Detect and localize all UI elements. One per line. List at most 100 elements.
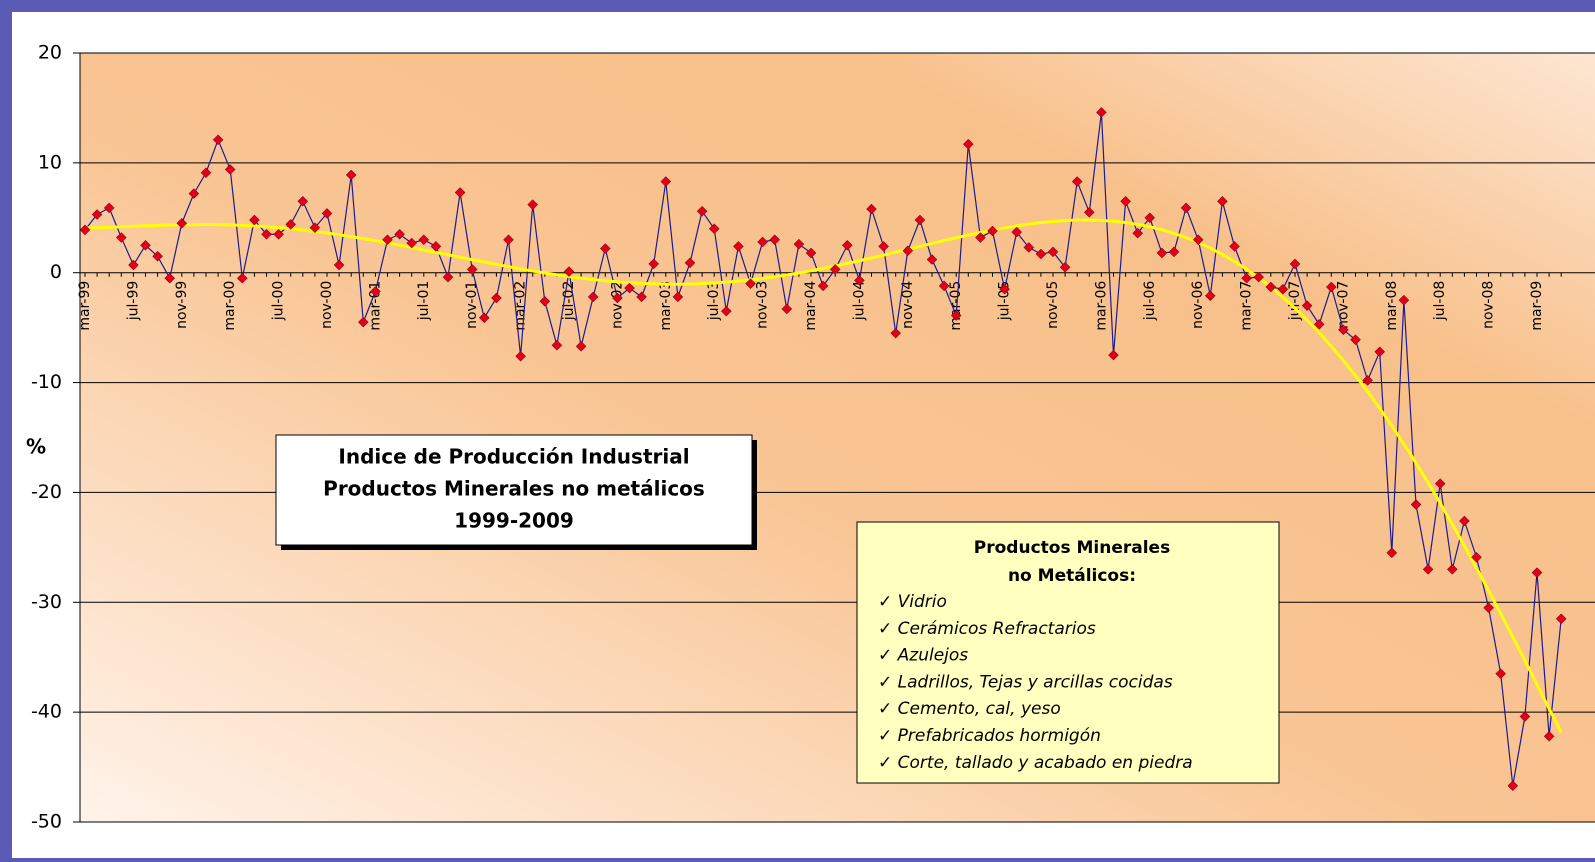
- y-tick-label: 10: [38, 151, 62, 173]
- chart-title: Productos Minerales no metálicos: [323, 477, 705, 501]
- marker: [805, 247, 817, 259]
- marker: [103, 202, 115, 214]
- marker: [1253, 271, 1265, 283]
- x-tick-label: jul-99: [125, 281, 141, 322]
- marker: [442, 271, 454, 283]
- marker: [527, 199, 539, 210]
- x-tick-label: nov-01: [464, 281, 480, 329]
- marker: [1507, 780, 1519, 792]
- x-tick-label: jul-02: [561, 281, 577, 322]
- marker: [212, 134, 224, 146]
- marker: [91, 209, 103, 220]
- notes-heading: Productos Minerales: [974, 538, 1170, 558]
- x-tick-label: nov-00: [319, 281, 335, 329]
- y-tick-label: -10: [31, 371, 62, 393]
- marker: [551, 339, 563, 351]
- marker: [829, 264, 841, 275]
- x-tick-label: mar-04: [803, 281, 819, 331]
- marker: [902, 245, 914, 257]
- marker: [648, 258, 660, 270]
- notes-item: ✓ Prefabricados hormigón: [878, 726, 1101, 746]
- marker: [1555, 613, 1567, 625]
- x-tick-label: nov-04: [900, 281, 916, 329]
- y-tick-label: 20: [38, 42, 62, 64]
- marker: [563, 266, 575, 277]
- marker: [757, 236, 768, 248]
- marker: [1289, 258, 1301, 270]
- marker: [962, 138, 974, 150]
- x-tick-label: jul-05: [997, 281, 1013, 322]
- marker: [224, 164, 236, 175]
- marker: [176, 217, 188, 229]
- x-tick-label: nov-02: [609, 281, 625, 329]
- marker: [539, 295, 551, 307]
- marker: [1410, 499, 1422, 510]
- marker: [249, 214, 260, 226]
- marker: [491, 292, 502, 304]
- marker: [769, 234, 781, 246]
- marker: [478, 312, 490, 324]
- notes-item: ✓ Azulejos: [878, 646, 968, 666]
- title-box: [275, 434, 753, 546]
- marker: [164, 272, 176, 284]
- marker: [1531, 567, 1543, 578]
- marker: [878, 240, 889, 252]
- marker: [781, 303, 793, 315]
- marker: [1023, 242, 1035, 253]
- marker: [1241, 272, 1252, 284]
- y-axis-label: %: [26, 435, 46, 459]
- marker: [575, 340, 587, 352]
- marker: [1446, 563, 1458, 575]
- trendline: [84, 218, 1563, 734]
- marker: [321, 208, 333, 219]
- marker: [297, 195, 309, 207]
- marker: [1350, 334, 1361, 346]
- x-tick-label: mar-99: [77, 281, 93, 331]
- marker: [382, 234, 393, 246]
- marker: [503, 234, 514, 246]
- y-tick-label: -40: [31, 701, 62, 723]
- marker: [128, 259, 139, 271]
- x-tick-label: mar-01: [367, 281, 383, 331]
- marker: [285, 219, 297, 230]
- marker: [1386, 547, 1398, 559]
- notes-item: ✓ Corte, tallado y acabado en piedra: [878, 753, 1193, 773]
- marker: [914, 214, 926, 226]
- marker: [1083, 206, 1095, 218]
- x-tick-label: mar-05: [948, 281, 964, 331]
- marker: [1434, 478, 1446, 489]
- marker: [599, 243, 611, 254]
- marker: [926, 254, 938, 265]
- marker: [1071, 176, 1083, 187]
- marker: [1156, 247, 1168, 259]
- marker: [975, 232, 986, 243]
- marker: [1132, 227, 1144, 239]
- marker: [140, 239, 151, 251]
- notes-item: ✓ Cemento, cal, yeso: [878, 699, 1061, 719]
- x-tick-label: jul-01: [416, 281, 432, 322]
- x-tick-label: nov-07: [1335, 281, 1351, 329]
- marker: [1011, 226, 1023, 238]
- x-tick-label: mar-03: [658, 281, 674, 331]
- marker: [1398, 294, 1410, 306]
- marker: [1144, 212, 1156, 224]
- chart-title: Indice de Producción Industrial: [338, 445, 689, 469]
- marker: [188, 188, 200, 199]
- marker: [1374, 346, 1386, 358]
- y-tick-label: -50: [31, 811, 62, 833]
- notes-item: ✓ Ladrillos, Tejas y arcillas cocidas: [878, 672, 1173, 692]
- marker: [406, 237, 418, 249]
- marker: [1459, 515, 1470, 527]
- marker: [515, 350, 526, 362]
- marker: [1313, 318, 1325, 330]
- marker: [1108, 349, 1119, 361]
- marker: [1192, 234, 1204, 246]
- marker: [745, 278, 756, 290]
- marker: [1059, 261, 1071, 273]
- x-tick-label: mar-09: [1529, 281, 1545, 331]
- marker: [79, 224, 91, 236]
- x-tick-label: jul-00: [271, 281, 287, 322]
- marker: [708, 223, 720, 235]
- marker: [612, 292, 623, 304]
